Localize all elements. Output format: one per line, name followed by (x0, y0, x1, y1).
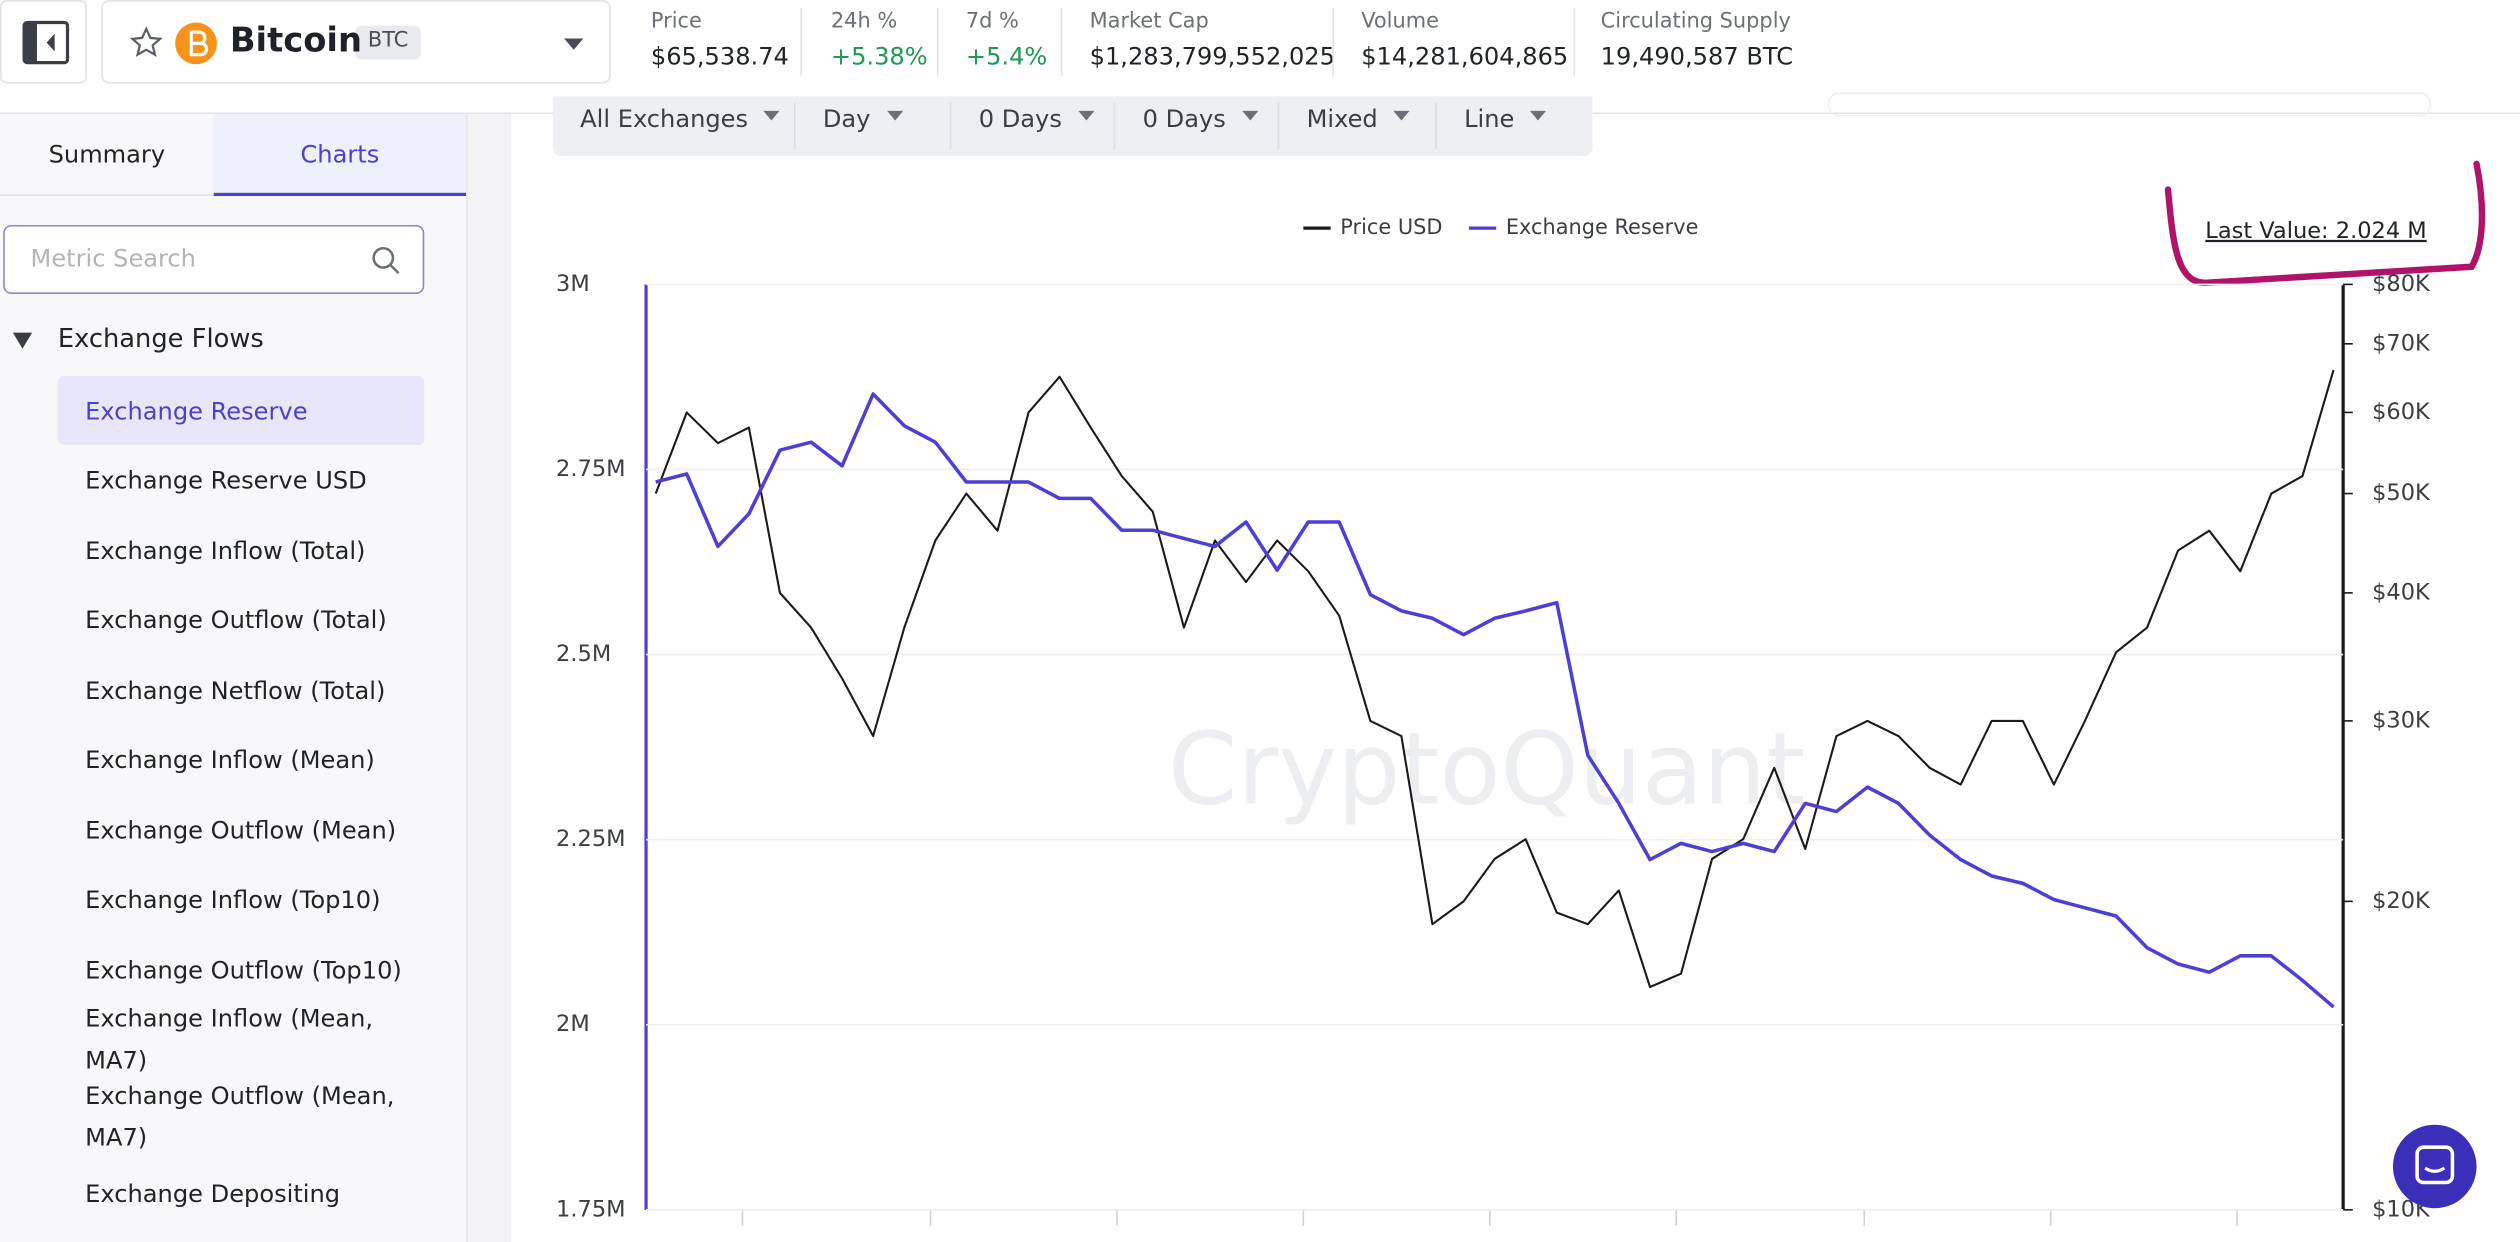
y-tick-label: 2.25M (556, 826, 625, 852)
stat: Price $65,538.74 (651, 10, 789, 71)
stat-label: 24h % (830, 9, 898, 34)
top-bar: Bitcoin BTC Price $65,538.74 24h % +5.38% 7d… (0, 0, 2520, 115)
stat: Market Cap $1,283,799,552,025 (1090, 10, 1335, 71)
metric-item[interactable]: Exchange Outflow (Mean) (85, 815, 397, 845)
toolbar-divider (793, 102, 796, 150)
toolbar-divider (1277, 102, 1280, 150)
coin-icons (129, 22, 584, 65)
y-tick-label: 2M (556, 1011, 590, 1037)
sidebar-toggle[interactable] (0, 0, 87, 84)
coin-selector[interactable]: Bitcoin BTC (101, 0, 611, 84)
stat-value: 19,490,587 BTC (1600, 41, 1794, 71)
chat-button[interactable] (2391, 1123, 2478, 1210)
last-value[interactable]: Last Value: 2.024 M (2205, 218, 2426, 244)
metric-item[interactable]: Exchange Inflow (Mean) (85, 745, 375, 775)
toolbar-divider (1113, 102, 1116, 150)
divider (800, 8, 802, 76)
stat: 7d % +5.4% (966, 10, 1047, 71)
toolbar-dropdown[interactable]: 0 Days (1143, 104, 1258, 133)
y2-tick-label: $80K (2372, 271, 2431, 297)
group-caret (12, 332, 33, 349)
metric-item[interactable]: Exchange Inflow (Mean, MA7) (85, 1004, 374, 1075)
watermark: CryptoQuant (1168, 712, 1806, 827)
stat-value: +5.38% (830, 41, 928, 71)
stat-label: Circulating Supply (1600, 9, 1791, 34)
y2-tick-label: $50K (2372, 480, 2431, 506)
y-tick-label: 2.5M (556, 641, 611, 667)
toolbar-dropdown[interactable]: Line (1464, 104, 1546, 133)
y-tick-label: 3M (556, 271, 590, 297)
toolbar-dropdown[interactable]: Mixed (1307, 104, 1410, 133)
stat: 24h % +5.38% (831, 10, 928, 71)
series-line (655, 392, 2335, 1009)
divider (1332, 8, 1334, 76)
coin-symbol: BTC (367, 28, 409, 54)
stat-value: +5.4% (965, 41, 1048, 71)
legend-label: Exchange Reserve (1506, 215, 1699, 239)
toolbar-dropdown[interactable]: Day (823, 104, 903, 133)
stat: Volume $14,281,604,865 (1361, 10, 1568, 71)
metric-item[interactable]: Exchange Outflow (Mean, MA7) (85, 1081, 395, 1153)
metric-item[interactable]: Exchange Netflow (Total) (85, 675, 386, 705)
tab-summary[interactable]: Summary (0, 114, 214, 197)
metric-item[interactable]: Exchange Depositing (85, 1178, 341, 1208)
divider (936, 8, 939, 76)
toggle-icon (22, 20, 70, 65)
y-tick-label: 1.75M (556, 1196, 625, 1222)
metric-search[interactable]: Metric Search (3, 224, 425, 295)
stat: Circulating Supply 19,490,587 BTC (1601, 10, 1793, 71)
sidebar: Summary Charts Metric Search Exchange Fl… (0, 114, 468, 1242)
chart-toolbar: All Exchanges Day 0 Days 0 Days Mixed Line (552, 96, 1593, 156)
coin-name: Bitcoin (229, 20, 363, 60)
stat-value: $65,538.74 (650, 41, 789, 71)
legend-label: Price USD (1340, 215, 1442, 239)
highlight-circle (2164, 160, 2486, 286)
search-icon (372, 246, 400, 275)
y2-tick-label: $30K (2372, 707, 2431, 733)
metric-item[interactable]: Exchange Reserve (57, 375, 425, 446)
toolbar-divider (949, 102, 952, 150)
stat-value: $14,281,604,865 (1361, 41, 1569, 71)
metric-item[interactable]: Exchange Inflow (Top10) (85, 885, 381, 915)
metric-item[interactable]: Exchange Outflow (Total) (85, 605, 387, 635)
panel-edge (1828, 92, 2431, 117)
series-line (654, 369, 2335, 989)
y-tick-label: 2.75M (556, 456, 625, 482)
toolbar-dropdown[interactable]: All Exchanges (580, 104, 780, 133)
y2-tick-label: $60K (2372, 399, 2431, 425)
stat-value: $1,283,799,552,025 (1089, 41, 1335, 71)
search-placeholder: Metric Search (30, 244, 196, 274)
y2-tick-label: $20K (2372, 888, 2431, 914)
y2-tick-label: $70K (2372, 330, 2431, 356)
toolbar-dropdown[interactable]: 0 Days (979, 104, 1094, 133)
divider (1573, 8, 1575, 76)
stat-label: Market Cap (1089, 9, 1209, 34)
toolbar-divider (1435, 102, 1437, 150)
star-icon[interactable] (129, 26, 163, 57)
group-title[interactable]: Exchange Flows (57, 322, 264, 354)
y2-tick-label: $40K (2372, 579, 2431, 605)
stat-label: Volume (1361, 9, 1439, 34)
metric-item[interactable]: Exchange Inflow (Total) (85, 535, 366, 565)
gutter (467, 114, 512, 1242)
stat-label: Price (650, 9, 702, 34)
stat-label: 7d % (965, 9, 1019, 34)
metric-item[interactable]: Exchange Reserve USD (85, 465, 367, 495)
metric-item[interactable]: Exchange Outflow (Top10) (85, 955, 402, 985)
divider (1060, 8, 1063, 76)
x-ticks (741, 1209, 2238, 1226)
tab-charts[interactable]: Charts (213, 114, 467, 197)
